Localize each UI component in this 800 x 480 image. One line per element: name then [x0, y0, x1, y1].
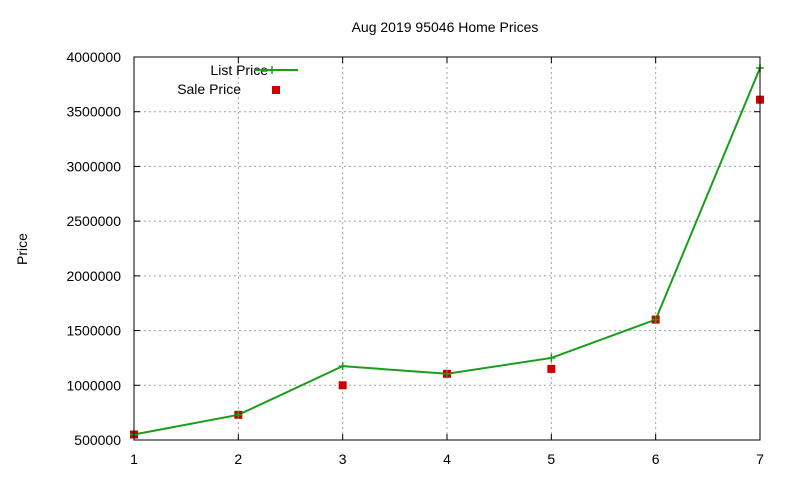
- x-tick-label: 5: [547, 451, 555, 467]
- x-tick-label: 4: [443, 451, 451, 467]
- sale-price-point: [547, 364, 556, 373]
- y-tick-label: 500000: [74, 432, 121, 448]
- legend-label-list-price: List Price: [210, 62, 268, 78]
- axis-ticks: 1 2 3 4 5 6 7 500000 1000000 1500000 2000000 250000…: [66, 49, 764, 467]
- y-tick-label: 4000000: [66, 49, 121, 65]
- legend-swatch-sale-price: [272, 86, 280, 94]
- y-tick-label: 1500000: [66, 323, 121, 339]
- y-tick-label: 2000000: [66, 268, 121, 284]
- chart-title: Aug 2019 95046 Home Prices: [352, 19, 539, 35]
- x-tick-label: 6: [652, 451, 660, 467]
- list-price-point: [651, 315, 660, 324]
- list-price-point: [443, 369, 451, 378]
- grid: [134, 57, 760, 440]
- sale-price-point: [338, 381, 347, 390]
- y-tick-label: 1000000: [66, 377, 121, 393]
- list-price-point: [547, 353, 556, 362]
- x-tick-label: 1: [130, 451, 138, 467]
- y-axis-label: Price: [14, 233, 30, 265]
- legend-label-sale-price: Sale Price: [177, 81, 241, 97]
- series-layer: [130, 63, 764, 439]
- x-tick-label: 7: [756, 451, 764, 467]
- y-tick-label: 3500000: [66, 104, 121, 120]
- y-tick-label: 2500000: [66, 213, 121, 229]
- list-price-point: [338, 362, 347, 371]
- list-price-point: [234, 410, 243, 419]
- legend: List Price Sale Price: [177, 62, 298, 97]
- y-tick-label: 3000000: [66, 158, 121, 174]
- x-tick-label: 3: [339, 451, 347, 467]
- x-tick-label: 2: [234, 451, 242, 467]
